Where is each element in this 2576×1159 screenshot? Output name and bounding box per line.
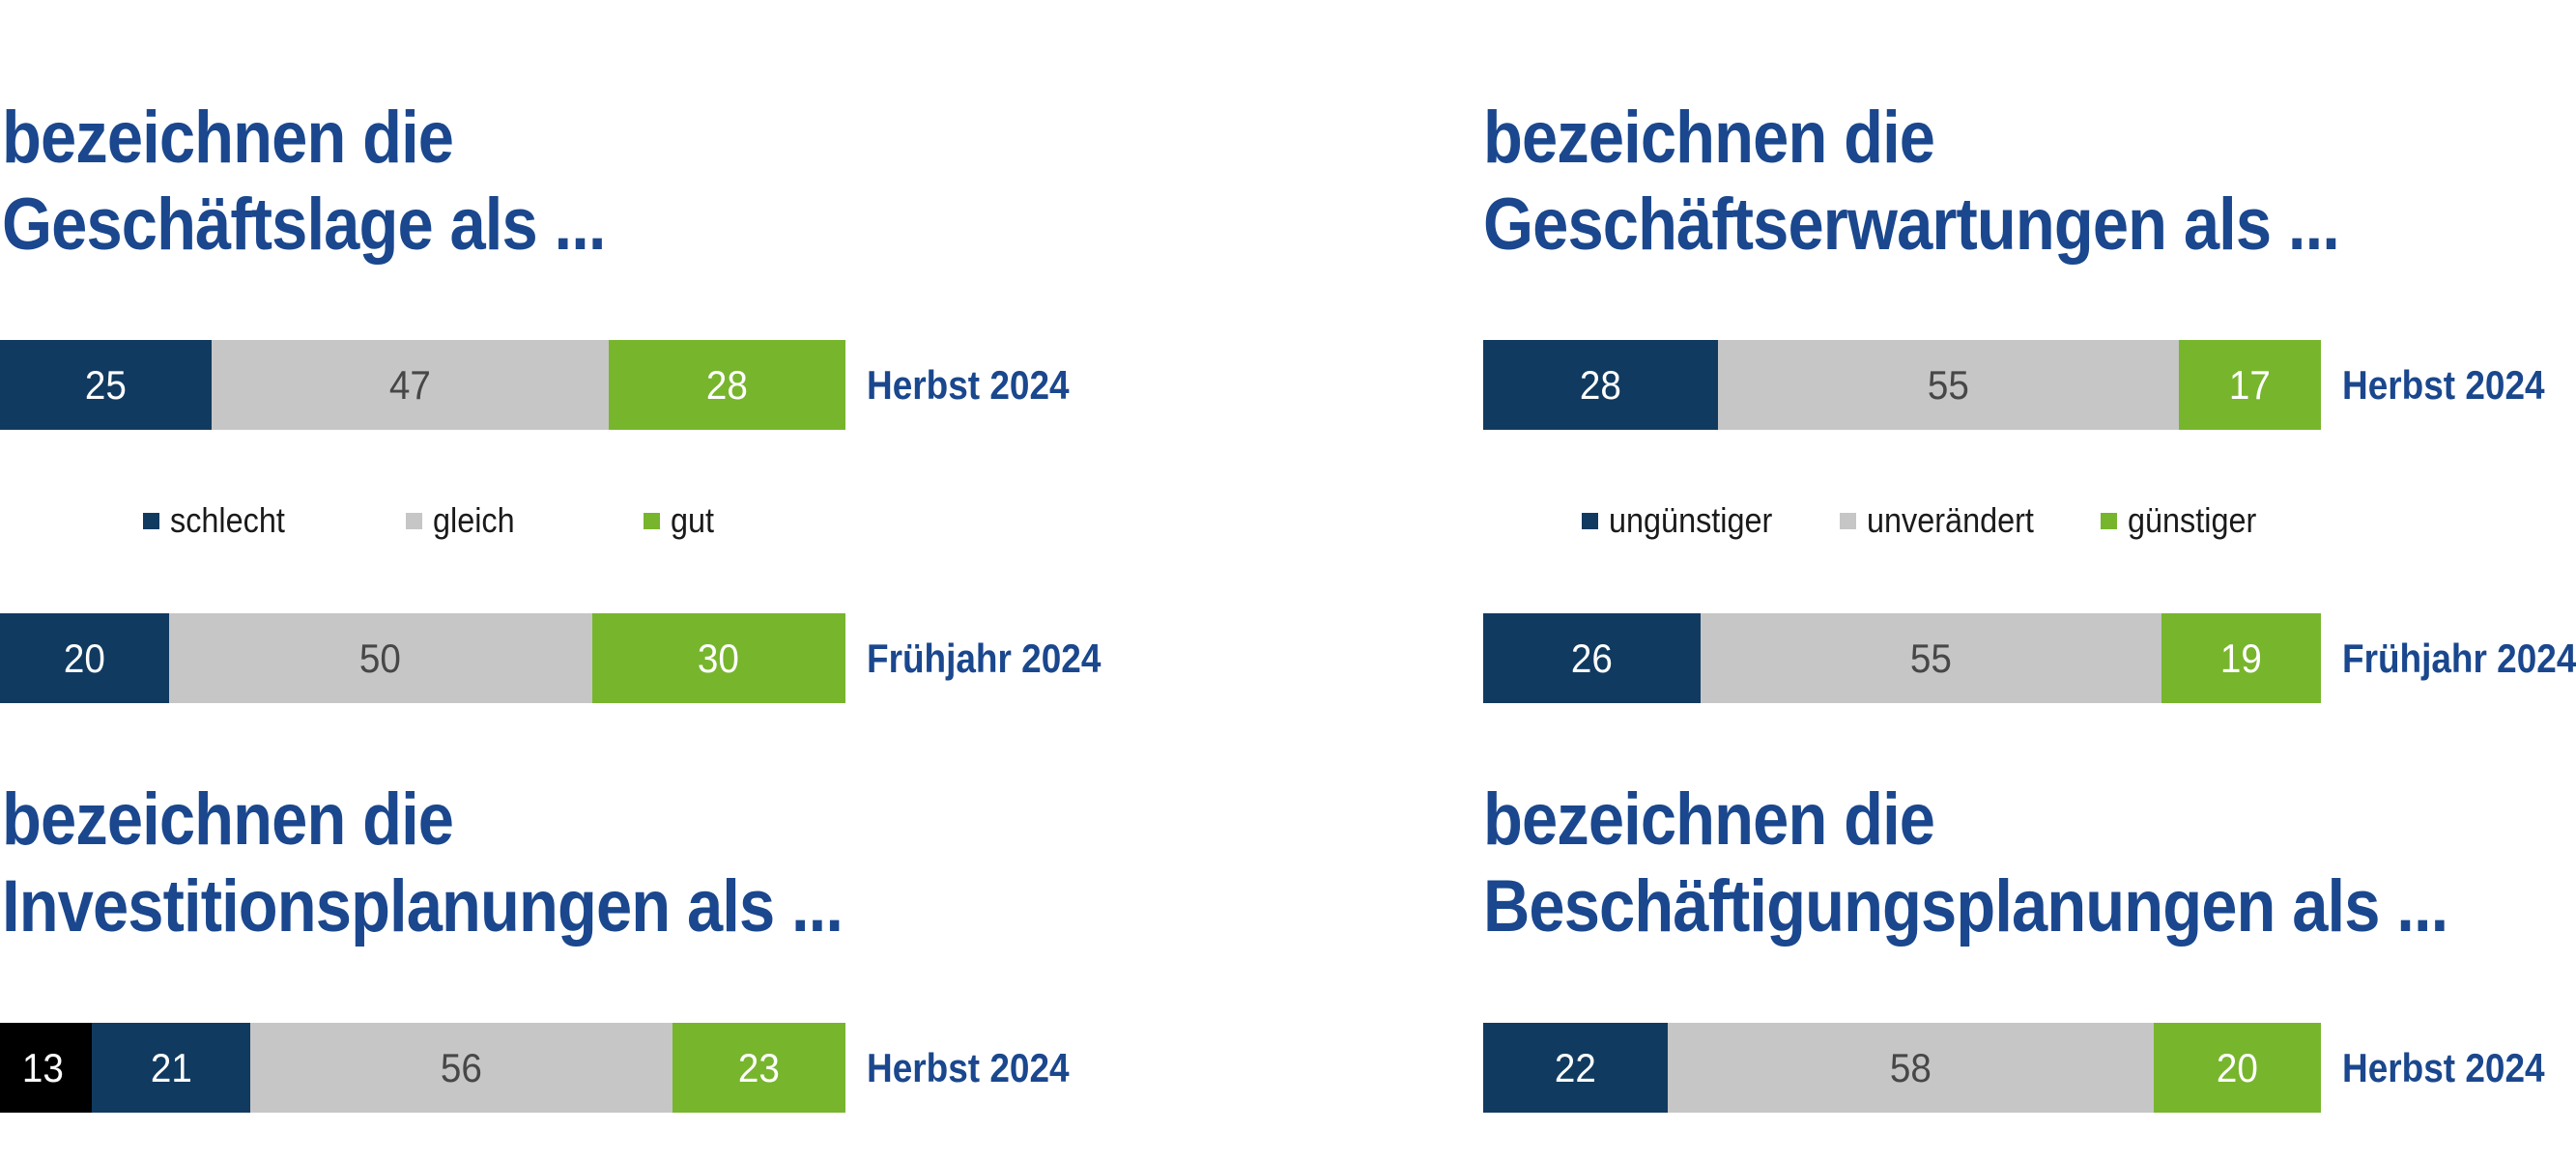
legend-label: gleich [433, 500, 515, 540]
bar-period-label: Herbst 2024 [867, 1044, 1070, 1090]
chart-title-line1: bezeichnen die [1483, 778, 1935, 861]
stacked-bar: 13 21 56 23 [0, 1023, 845, 1113]
bar-segment-gray: 56 [250, 1023, 673, 1113]
chart-title: bezeichnen die Geschäftslage als ... [2, 95, 607, 269]
legend-item-schlecht: schlecht [143, 500, 298, 540]
legend-label: unverändert [1867, 500, 2034, 540]
bar-segment-value: 17 [2228, 361, 2271, 408]
bar-segment-value: 30 [698, 635, 740, 681]
bar-segment-value: 58 [1889, 1044, 1932, 1090]
legend-item-unveraendert: unverändert [1840, 500, 2052, 540]
bar-segment-gray: 47 [211, 340, 609, 430]
chart-title: bezeichnen die Investitionsplanungen als… [2, 777, 844, 950]
bar-segment-green: 19 [2161, 613, 2321, 703]
bar-segment-navy: 26 [1483, 613, 1702, 703]
bar-segment-value: 55 [1927, 361, 1969, 408]
legend-label: ungünstiger [1609, 500, 1773, 540]
bar-row-herbst-2024: 28 55 17 Herbst 2024 [1483, 340, 2545, 430]
bar-segment-value: 28 [706, 361, 748, 408]
chart-title-line2: Beschäftigungsplanungen als ... [1483, 865, 2448, 947]
bar-period-label: Frühjahr 2024 [867, 635, 1102, 681]
legend-item-guenstiger: günstiger [2101, 500, 2271, 540]
bar-row-herbst-2024: 25 47 28 Herbst 2024 [0, 340, 1070, 430]
legend-item-unguenstiger: ungünstiger [1582, 500, 1790, 540]
bar-segment-navy: 20 [0, 613, 169, 703]
bar-segment-value: 23 [737, 1044, 780, 1090]
bar-segment-green: 20 [2153, 1023, 2321, 1113]
bar-segment-green: 17 [2178, 340, 2321, 430]
bar-segment-navy: 25 [0, 340, 212, 430]
stacked-bar: 25 47 28 [0, 340, 845, 430]
bar-segment-value: 26 [1571, 635, 1614, 681]
bar-segment-value: 56 [440, 1044, 482, 1090]
stacked-bar: 22 58 20 [1483, 1023, 2321, 1113]
bar-period-label: Herbst 2024 [867, 361, 1070, 408]
legend-swatch [644, 512, 660, 529]
chart-title-line1: bezeichnen die [1483, 97, 1935, 179]
legend-label: schlecht [170, 500, 285, 540]
bar-row-fruehjahr-2024: 20 50 30 Frühjahr 2024 [0, 613, 1101, 703]
bar-segment-gray: 55 [1717, 340, 2179, 430]
bar-segment-value: 50 [359, 635, 402, 681]
bar-segment-green: 30 [591, 613, 845, 703]
chart-title: bezeichnen die Geschäftserwartungen als … [1483, 95, 2340, 269]
chart-title-line1: bezeichnen die [2, 778, 454, 861]
bar-segment-green: 28 [609, 340, 845, 430]
bar-segment-gray: 55 [1701, 613, 2162, 703]
bar-segment-value: 20 [2216, 1044, 2258, 1090]
chart-title-line2: Geschäftserwartungen als ... [1483, 184, 2340, 266]
bar-segment-value: 28 [1579, 361, 1621, 408]
bar-segment-value: 55 [1910, 635, 1953, 681]
legend-item-gut: gut [644, 500, 719, 540]
bar-segment-navy: 21 [92, 1023, 251, 1113]
legend-item-gleich: gleich [406, 500, 524, 540]
bar-segment-gray: 58 [1667, 1023, 2154, 1113]
bar-period-label: Frühjahr 2024 [2342, 635, 2576, 681]
bar-segment-navy: 22 [1483, 1023, 1668, 1113]
chart-title-line1: bezeichnen die [2, 97, 454, 179]
bar-segment-green: 23 [672, 1023, 845, 1113]
stacked-bar: 20 50 30 [0, 613, 845, 703]
stacked-bar: 26 55 19 [1483, 613, 2321, 703]
bar-segment-value: 21 [150, 1044, 192, 1090]
bar-row-fruehjahr-2024: 26 55 19 Frühjahr 2024 [1483, 613, 2576, 703]
bar-segment-value: 19 [2220, 635, 2263, 681]
bar-segment-navy: 28 [1483, 340, 1718, 430]
bar-segment-value: 20 [64, 635, 105, 681]
stacked-bar: 28 55 17 [1483, 340, 2321, 430]
chart-title: bezeichnen die Beschäftigungsplanungen a… [1483, 777, 2448, 950]
legend-swatch [1840, 512, 1856, 529]
legend-swatch [2101, 512, 2117, 529]
bar-period-label: Herbst 2024 [2342, 1044, 2545, 1090]
bar-segment-black: 13 [0, 1023, 93, 1113]
bar-period-label: Herbst 2024 [2342, 361, 2545, 408]
bar-segment-value: 47 [388, 361, 431, 408]
legend-swatch [1582, 512, 1598, 529]
legend-swatch [143, 512, 159, 529]
bar-row-herbst-2024: 22 58 20 Herbst 2024 [1483, 1023, 2545, 1113]
bar-segment-value: 25 [84, 361, 127, 408]
legend-label: günstiger [2128, 500, 2257, 540]
bar-row-herbst-2024: 13 21 56 23 Herbst 2024 [0, 1023, 1070, 1113]
bar-segment-value: 13 [22, 1044, 65, 1090]
bar-segment-gray: 50 [169, 613, 592, 703]
legend-label: gut [671, 500, 715, 540]
chart-title-line2: Geschäftslage als ... [2, 184, 607, 266]
chart-title-line2: Investitionsplanungen als ... [2, 865, 844, 947]
bar-segment-value: 22 [1554, 1044, 1596, 1090]
legend-swatch [406, 512, 422, 529]
